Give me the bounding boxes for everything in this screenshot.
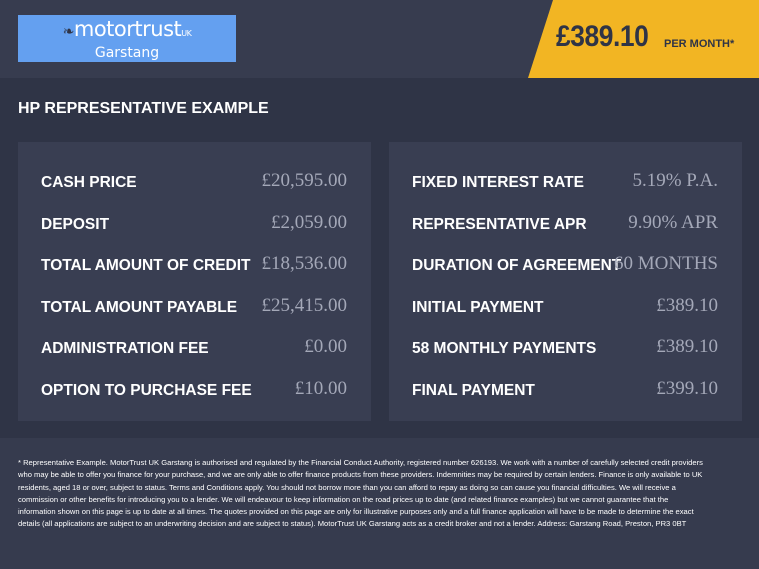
row-label: REPRESENTATIVE APR xyxy=(412,215,587,233)
monthly-price-badge: £389.10 PER MONTH* xyxy=(528,0,759,78)
row-label: TOTAL AMOUNT OF CREDIT xyxy=(41,257,251,274)
logo-brand: ❧motortrustUK xyxy=(62,17,192,41)
row-value: 5.19% P.A. xyxy=(632,170,718,191)
finance-row: ADMINISTRATION FEE £0.00 xyxy=(41,336,347,360)
row-label: DEPOSIT xyxy=(41,215,110,233)
row-value: £389.10 xyxy=(656,336,718,357)
leaf-icon: ❧ xyxy=(62,24,75,40)
per-month-label: PER MONTH* xyxy=(664,38,735,50)
monthly-price: £389.10 xyxy=(556,20,649,53)
dealer-logo[interactable]: ❧motortrustUK Garstang xyxy=(18,15,236,62)
row-value: £2,059.00 xyxy=(271,211,347,233)
row-label: CASH PRICE xyxy=(41,174,137,191)
row-value: £399.10 xyxy=(656,377,718,399)
finance-row: TOTAL AMOUNT PAYABLE £25,415.00 xyxy=(41,295,347,319)
finance-panel-left: CASH PRICE £20,595.00 DEPOSIT £2,059.00 TOTA… xyxy=(18,142,371,421)
row-label: 58 MONTHLY PAYMENTS xyxy=(412,340,597,357)
header: ❧motortrustUK Garstang £389.10 PER MONTH… xyxy=(0,0,759,78)
row-label: DURATION OF AGREEMENT xyxy=(412,257,622,274)
disclaimer-text: * Representative Example. MotorTrust UK … xyxy=(18,458,703,529)
finance-row: DURATION OF AGREEMENT 60 MONTHS xyxy=(412,253,718,277)
row-label: ADMINISTRATION FEE xyxy=(41,340,209,357)
page-title: HP REPRESENTATIVE EXAMPLE xyxy=(18,100,269,117)
row-value: 9.90% APR xyxy=(628,211,718,233)
finance-row: FINAL PAYMENT £399.10 xyxy=(412,378,718,402)
finance-panel-right: FIXED INTEREST RATE 5.19% P.A. REPRESENTAT… xyxy=(389,142,742,421)
row-value: £0.00 xyxy=(304,336,347,357)
finance-row: CASH PRICE £20,595.00 xyxy=(41,170,347,194)
row-value: 60 MONTHS xyxy=(614,253,718,274)
row-value: £10.00 xyxy=(294,377,347,399)
row-label: INITIAL PAYMENT xyxy=(412,298,544,316)
disclaimer-footer: * Representative Example. MotorTrust UK … xyxy=(0,438,759,569)
row-label: FINAL PAYMENT xyxy=(412,381,535,399)
row-value: £25,415.00 xyxy=(261,294,348,316)
row-label: FIXED INTEREST RATE xyxy=(412,174,584,191)
finance-row: OPTION TO PURCHASE FEE £10.00 xyxy=(41,378,347,402)
finance-row: INITIAL PAYMENT £389.10 xyxy=(412,295,718,319)
row-value: £389.10 xyxy=(656,294,718,316)
logo-location: Garstang xyxy=(94,45,160,61)
finance-row: 58 MONTHLY PAYMENTS £389.10 xyxy=(412,336,718,360)
finance-row: FIXED INTEREST RATE 5.19% P.A. xyxy=(412,170,718,194)
finance-row: TOTAL AMOUNT OF CREDIT £18,536.00 xyxy=(41,253,347,277)
row-value: £20,595.00 xyxy=(261,170,348,191)
row-label: OPTION TO PURCHASE FEE xyxy=(41,381,252,399)
finance-row: DEPOSIT £2,059.00 xyxy=(41,212,347,236)
finance-row: REPRESENTATIVE APR 9.90% APR xyxy=(412,212,718,236)
row-label: TOTAL AMOUNT PAYABLE xyxy=(41,298,238,316)
row-value: £18,536.00 xyxy=(261,253,348,274)
